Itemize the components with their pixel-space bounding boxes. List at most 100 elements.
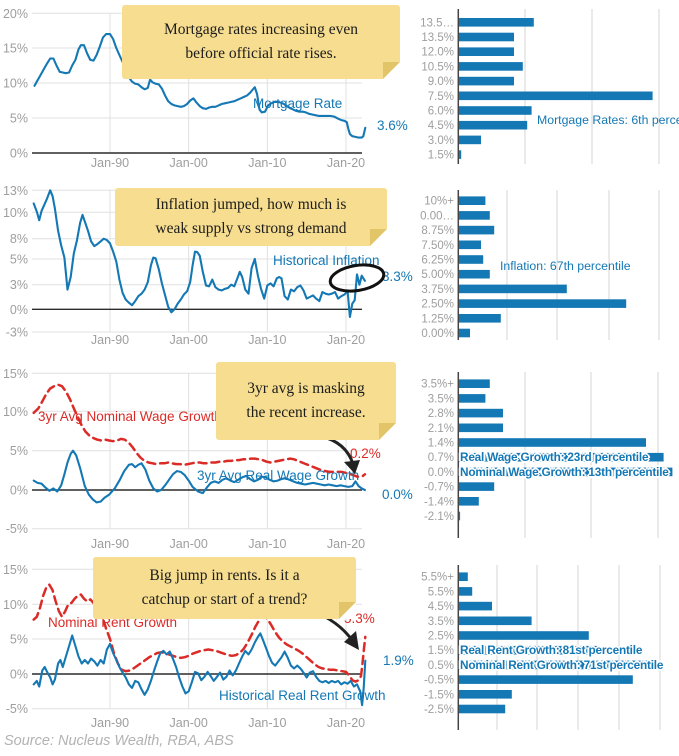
percentile-label-inflation: Inflation: 67th percentile — [500, 259, 631, 273]
svg-text:10%: 10% — [3, 405, 28, 419]
svg-text:2.8%: 2.8% — [428, 408, 454, 420]
svg-text:Jan-10: Jan-10 — [248, 716, 286, 730]
svg-text:10%+: 10%+ — [424, 196, 454, 208]
svg-text:3.5%: 3.5% — [428, 616, 454, 628]
svg-text:0.0%: 0.0% — [428, 467, 454, 479]
svg-text:10.00…: 10.00… — [420, 210, 454, 222]
series-label-nominal-wage: 3yr Avg Nominal Wage Growth — [38, 409, 222, 424]
svg-text:Jan-20: Jan-20 — [327, 716, 365, 730]
note-text-line: Big jump in rents. Is it a — [149, 566, 300, 584]
svg-text:20%: 20% — [3, 7, 28, 21]
svg-text:1.5%: 1.5% — [428, 150, 454, 162]
svg-text:Jan-90: Jan-90 — [91, 333, 129, 347]
svg-text:0.00%: 0.00% — [421, 328, 454, 340]
sticky-note-rents: Big jump in rents. Is it a catchup or st… — [93, 557, 356, 619]
svg-text:7.5%: 7.5% — [428, 91, 454, 103]
svg-text:15%: 15% — [3, 563, 28, 577]
svg-text:3%: 3% — [10, 278, 28, 292]
svg-text:0%: 0% — [10, 484, 28, 498]
svg-text:5%: 5% — [10, 633, 28, 647]
svg-text:Jan-20: Jan-20 — [327, 333, 365, 347]
svg-text:1.4%: 1.4% — [428, 438, 454, 450]
end-value-real-wage: 0.0% — [382, 487, 413, 502]
svg-text:9.0%: 9.0% — [428, 76, 454, 88]
inflation-distribution-chart: 10%+ 10.00… 8.75% 7.50% 6.25% 5.00% 3.75% 2.50%… — [420, 190, 660, 340]
svg-text:2.50%: 2.50% — [421, 299, 454, 311]
svg-text:3.0%: 3.0% — [428, 135, 454, 147]
svg-text:6.0%: 6.0% — [428, 106, 454, 118]
svg-text:1.5%: 1.5% — [428, 645, 454, 657]
percentile-label-nominal-wage: Nominal Wage Growth: 13th percentile — [460, 465, 669, 479]
svg-text:5.5%: 5.5% — [428, 586, 454, 598]
svg-text:-2.1%: -2.1% — [424, 511, 454, 523]
note-text-line: weak supply vs strong demand — [155, 220, 347, 237]
inflation-line-chart: Jan-90 Jan-00 Jan-10 Jan-20 13% 10% 8% 5% 3% 0% -3… — [3, 184, 366, 347]
mortgage-distribution-chart: 13.5… 13.5% 12.0% 10.5% 9.0% 7.5% 6.0% 4.5% 3.0%… — [420, 9, 660, 164]
svg-text:15%: 15% — [3, 367, 28, 381]
wage-line-chart: Jan-90 Jan-00 Jan-10 Jan-20 15% 10% 5% 0% -5% — [3, 367, 367, 551]
svg-text:-1.5%: -1.5% — [424, 689, 454, 701]
svg-text:1.25%: 1.25% — [421, 313, 454, 325]
sticky-note-inflation: Inflation jumped, how much is weak suppl… — [115, 188, 387, 246]
rent-distribution-chart: 5.5%+ 5.5% 4.5% 3.5% 2.5% 1.5% 0.5% -0.5% -1.5% -… — [421, 565, 661, 730]
svg-text:3.5%+: 3.5%+ — [421, 379, 454, 391]
row-inflation: Jan-90 Jan-00 Jan-10 Jan-20 13% 10% 8% 5% 3% 0% -3… — [0, 178, 679, 358]
svg-text:10%: 10% — [3, 206, 28, 220]
svg-text:10%: 10% — [3, 598, 28, 612]
svg-text:Jan-00: Jan-00 — [170, 537, 208, 551]
note-text-line: Inflation jumped, how much is — [155, 195, 347, 213]
svg-text:0.7%: 0.7% — [428, 452, 454, 464]
hand-drawn-ellipse — [328, 263, 386, 293]
source-attribution: Source: Nucleus Wealth, RBA, ABS — [4, 733, 234, 749]
svg-text:0%: 0% — [10, 668, 28, 682]
percentile-label-nominal-rent: Nominal Rent Growth: 71st percentile — [460, 658, 664, 672]
svg-text:13.5%: 13.5% — [421, 32, 454, 44]
wage-distribution-chart: 3.5%+ 3.5% 2.8% 2.1% 1.4% 0.7% 0.0% -0.7% -1.4% -… — [421, 372, 673, 538]
note-text-line: catchup or start of a trend? — [141, 591, 308, 608]
svg-text:4.5%: 4.5% — [428, 120, 454, 132]
svg-text:Jan-00: Jan-00 — [170, 156, 208, 170]
svg-text:-5%: -5% — [6, 522, 28, 536]
svg-text:12.0%: 12.0% — [421, 47, 454, 59]
svg-text:2.1%: 2.1% — [428, 423, 454, 435]
svg-text:0%: 0% — [10, 147, 28, 161]
svg-text:Jan-90: Jan-90 — [91, 716, 129, 730]
percentile-label-mortgage: Mortgage Rates: 6th percentile — [537, 113, 679, 127]
svg-text:3.75%: 3.75% — [421, 284, 454, 296]
svg-text:5.00%: 5.00% — [421, 269, 454, 281]
percentile-label-real-wage: Real Wage Growth: 23rd percentile — [460, 450, 649, 464]
svg-text:Jan-20: Jan-20 — [327, 537, 365, 551]
svg-text:6.25%: 6.25% — [421, 255, 454, 267]
svg-text:Jan-10: Jan-10 — [248, 537, 286, 551]
series-label-mortgage-rate: Mortgage Rate — [253, 96, 343, 111]
percentile-label-real-rent: Real Rent Growth: 81st percentile — [460, 643, 643, 657]
svg-text:-0.5%: -0.5% — [424, 675, 454, 687]
note-text-line: Mortgage rates increasing even — [163, 20, 359, 38]
svg-text:3.5%: 3.5% — [428, 393, 454, 405]
sticky-note-wages: 3yr avg is masking the recent increase. — [216, 362, 396, 440]
svg-text:Jan-00: Jan-00 — [170, 716, 208, 730]
end-value-inflation: 3.3% — [382, 269, 413, 284]
svg-text:5%: 5% — [10, 444, 28, 458]
svg-text:15%: 15% — [3, 42, 28, 56]
svg-text:0%: 0% — [10, 303, 28, 317]
svg-text:7.50%: 7.50% — [421, 240, 454, 252]
svg-text:Jan-20: Jan-20 — [327, 156, 365, 170]
svg-text:Jan-10: Jan-10 — [248, 333, 286, 347]
row-rents: Jan-90 Jan-00 Jan-10 Jan-20 15% 10% 5% 0% -5% 5.… — [0, 544, 679, 756]
series-label-historical-inflation: Historical Inflation — [273, 253, 380, 268]
svg-text:13.5…: 13.5… — [420, 17, 454, 29]
row-mortgage: Jan-90 Jan-00 Jan-10 Jan-20 20% 15% 10% 5% 0% 13… — [0, 0, 679, 178]
series-label-real-wage: 3yr Avg Real Wage Growth — [197, 468, 360, 483]
svg-text:2.5%: 2.5% — [428, 631, 454, 643]
svg-text:8%: 8% — [10, 232, 28, 246]
sticky-note-mortgage: Mortgage rates increasing even before of… — [122, 5, 400, 79]
svg-text:10%: 10% — [3, 77, 28, 91]
svg-text:-3%: -3% — [6, 326, 28, 340]
note-text-line: 3yr avg is masking — [247, 379, 365, 397]
note-text-line: before official rate rises. — [185, 45, 337, 62]
svg-text:4.5%: 4.5% — [428, 601, 454, 613]
svg-text:Jan-00: Jan-00 — [170, 333, 208, 347]
svg-text:-5%: -5% — [6, 702, 28, 716]
